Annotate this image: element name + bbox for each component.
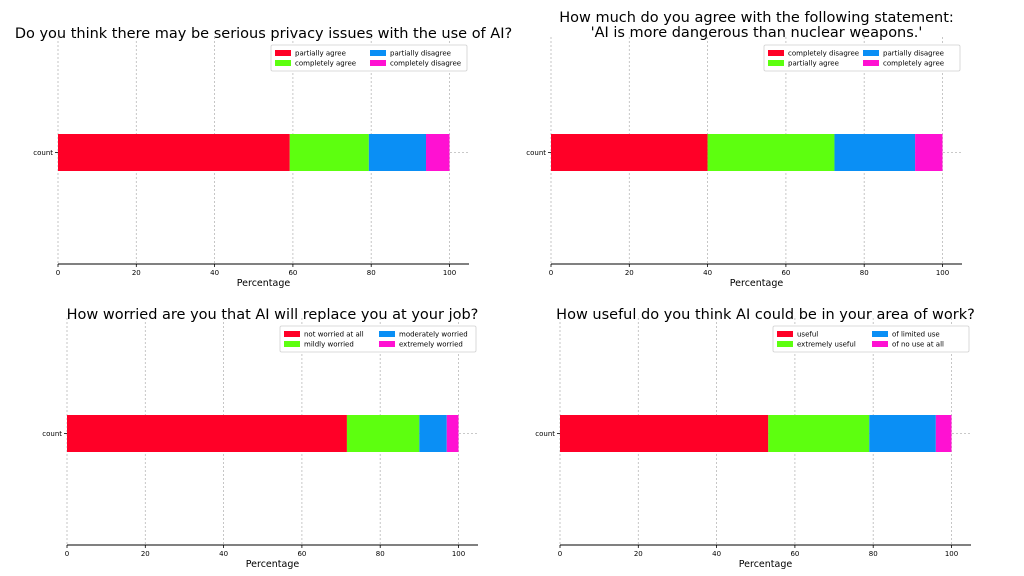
bar-segment — [768, 415, 870, 452]
bar-segment — [551, 134, 708, 171]
bar-segment — [446, 415, 459, 452]
legend-label: completely agree — [883, 60, 944, 68]
bar-segment — [346, 415, 420, 452]
legend-frame — [772, 325, 970, 353]
legend-swatch — [284, 341, 300, 347]
x-tick-label: 20 — [141, 550, 150, 558]
bar-segment — [67, 415, 347, 452]
x-tick-label: 40 — [210, 269, 219, 277]
bar-segment — [834, 134, 916, 171]
legend: partially agree completely agree partially… — [270, 44, 468, 72]
bar-segment — [935, 415, 952, 452]
bar-segment — [426, 134, 450, 171]
x-tick-label: 20 — [634, 550, 643, 558]
x-tick-label: 60 — [781, 269, 790, 277]
chart-title: How worried are you that AI will replace… — [67, 307, 479, 323]
x-tick-label: 0 — [56, 269, 60, 277]
legend-label: partially disagree — [883, 50, 944, 58]
legend: not worried at all mildly worried moderate… — [279, 325, 477, 353]
legend: completely disagree partially agree partia… — [763, 44, 961, 72]
x-tick-label: 100 — [452, 550, 465, 558]
chart-title: How useful do you think AI could be in y… — [556, 307, 975, 323]
bar-segment — [915, 134, 943, 171]
x-axis-label: Percentage — [237, 278, 291, 289]
x-tick-label: 20 — [625, 269, 634, 277]
legend-label: of no use at all — [892, 341, 944, 349]
y-tick-label: count — [535, 430, 555, 438]
legend-swatch — [379, 341, 395, 347]
chart-title: How much do you agree with the following… — [559, 10, 954, 26]
chart-title: Do you think there may be serious privac… — [15, 26, 512, 42]
legend-label: useful — [797, 331, 818, 339]
x-tick-label: 80 — [869, 550, 878, 558]
x-tick-label: 100 — [443, 269, 456, 277]
legend-label: partially agree — [295, 50, 346, 58]
x-tick-label: 60 — [790, 550, 799, 558]
legend-swatch — [379, 331, 395, 337]
legend: useful extremely useful of limited use of n… — [772, 325, 970, 353]
legend-swatch — [863, 50, 879, 56]
legend-label: extremely useful — [797, 341, 856, 349]
legend-swatch — [370, 50, 386, 56]
legend-frame — [763, 44, 961, 72]
x-tick-label: 0 — [549, 269, 553, 277]
chart-title: 'AI is more dangerous than nuclear weapo… — [591, 25, 923, 41]
x-tick-label: 100 — [936, 269, 949, 277]
legend-label: completely disagree — [390, 60, 461, 68]
legend-frame — [270, 44, 468, 72]
legend-swatch — [872, 341, 888, 347]
bar-segment — [707, 134, 835, 171]
bar-segment — [869, 415, 936, 452]
legend-label: partially agree — [788, 60, 839, 68]
y-tick-label: count — [526, 149, 546, 157]
legend-label: extremely worried — [399, 341, 463, 349]
legend-label: partially disagree — [390, 50, 451, 58]
x-tick-label: 100 — [945, 550, 958, 558]
legend-label: not worried at all — [304, 331, 364, 339]
y-tick-label: count — [33, 149, 53, 157]
x-tick-label: 40 — [219, 550, 228, 558]
x-tick-label: 80 — [367, 269, 376, 277]
legend-swatch — [872, 331, 888, 337]
legend-label: completely agree — [295, 60, 356, 68]
legend-swatch — [370, 60, 386, 66]
x-axis-label: Percentage — [730, 278, 784, 289]
legend-frame — [279, 325, 477, 353]
x-tick-label: 40 — [703, 269, 712, 277]
x-tick-label: 60 — [288, 269, 297, 277]
legend-swatch — [768, 50, 784, 56]
x-axis-label: Percentage — [739, 559, 793, 570]
x-tick-label: 80 — [376, 550, 385, 558]
legend-swatch — [777, 341, 793, 347]
bar-segment — [289, 134, 369, 171]
legend-label: completely disagree — [788, 50, 859, 58]
x-axis-label: Percentage — [246, 559, 300, 570]
chart-panel-3: How worried are you that AI will replace… — [42, 307, 478, 570]
legend-label: mildly worried — [304, 341, 354, 349]
legend-swatch — [275, 50, 291, 56]
legend-label: of limited use — [892, 331, 940, 339]
x-tick-label: 0 — [65, 550, 69, 558]
x-tick-label: 80 — [860, 269, 869, 277]
y-tick-label: count — [42, 430, 62, 438]
legend-swatch — [863, 60, 879, 66]
chart-panel-1: Do you think there may be serious privac… — [15, 26, 512, 289]
x-tick-label: 40 — [712, 550, 721, 558]
legend-swatch — [284, 331, 300, 337]
chart-panel-2: How much do you agree with the following… — [526, 10, 962, 289]
bar-segment — [419, 415, 447, 452]
legend-swatch — [777, 331, 793, 337]
chart-panel-4: How useful do you think AI could be in y… — [535, 307, 975, 570]
x-tick-label: 60 — [297, 550, 306, 558]
legend-swatch — [768, 60, 784, 66]
x-tick-label: 0 — [558, 550, 562, 558]
bar-segment — [560, 415, 769, 452]
legend-label: moderately worried — [399, 331, 468, 339]
x-tick-label: 20 — [132, 269, 141, 277]
bar-segment — [58, 134, 290, 171]
bar-segment — [368, 134, 427, 171]
legend-swatch — [275, 60, 291, 66]
